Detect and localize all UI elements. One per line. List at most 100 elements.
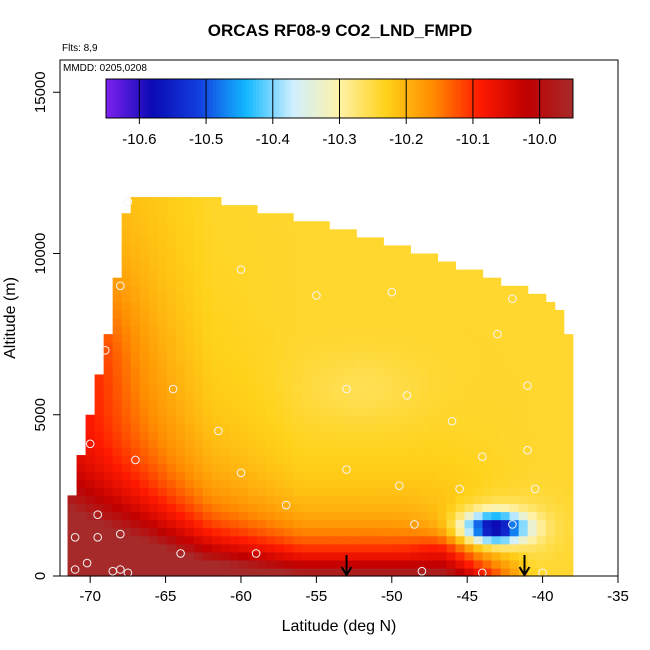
heatmap-cell: [202, 406, 213, 416]
heatmap-cell: [157, 269, 168, 279]
heatmap-cell: [338, 495, 348, 505]
heatmap-cell: [527, 479, 538, 488]
heatmap-cell: [374, 309, 384, 319]
colorbar-swatch: [456, 79, 461, 118]
heatmap-cell: [518, 543, 529, 553]
heatmap-cell: [545, 358, 556, 367]
heatmap-cell: [320, 495, 330, 505]
heatmap-cell: [94, 430, 105, 440]
heatmap-cell: [365, 438, 375, 448]
heatmap-cell: [365, 559, 375, 569]
colorbar-swatch: [352, 79, 357, 118]
heatmap-cell: [157, 551, 168, 561]
heatmap-cell: [464, 301, 475, 311]
heatmap-cell: [410, 269, 420, 279]
heatmap-cell: [112, 503, 123, 513]
heatmap-cell: [166, 342, 177, 351]
heatmap-cell: [491, 495, 502, 505]
heatmap-cell: [229, 438, 240, 448]
heatmap-cell: [275, 334, 285, 343]
heatmap-cell: [311, 430, 321, 440]
heatmap-cell: [247, 358, 258, 367]
heatmap-cell: [293, 261, 303, 271]
heatmap-cell: [482, 358, 493, 367]
heatmap-cell: [455, 398, 466, 408]
heatmap-cell: [338, 471, 348, 480]
heatmap-cell: [139, 261, 150, 271]
heatmap-cell: [320, 309, 330, 319]
heatmap-cell: [509, 350, 520, 359]
heatmap-cell: [266, 245, 276, 255]
heatmap-cell: [563, 414, 574, 424]
heatmap-cell: [202, 301, 213, 311]
heatmap-cell: [473, 551, 484, 561]
heatmap-cell: [500, 398, 511, 408]
heatmap-cell: [121, 422, 132, 432]
heatmap-cell: [284, 414, 294, 424]
heatmap-cell: [238, 511, 249, 521]
heatmap-cell: [383, 261, 393, 271]
heatmap-cell: [419, 535, 430, 545]
colorbar-swatch: [502, 79, 507, 118]
heatmap-cell: [284, 277, 294, 287]
heatmap-cell: [293, 358, 303, 367]
heatmap-cell: [166, 197, 177, 206]
heatmap-cell: [320, 479, 330, 488]
heatmap-cell: [374, 326, 384, 335]
heatmap-cell: [284, 285, 294, 295]
heatmap-cell: [329, 358, 339, 367]
heatmap-cell: [257, 390, 267, 400]
heatmap-cell: [257, 511, 267, 521]
heatmap-cell: [275, 301, 285, 311]
heatmap-cell: [329, 479, 339, 488]
colorbar-swatch: [369, 79, 374, 118]
heatmap-cell: [284, 519, 294, 529]
colorbar-swatch: [152, 79, 157, 118]
heatmap-cell: [482, 318, 493, 327]
heatmap-cell: [130, 334, 141, 343]
heatmap-cell: [211, 366, 222, 376]
heatmap-cell: [392, 398, 402, 408]
heatmap-cell: [184, 487, 195, 496]
heatmap-cell: [157, 293, 168, 303]
heatmap-cell: [121, 471, 132, 480]
heatmap-cell: [356, 511, 366, 521]
heatmap-cell: [320, 221, 330, 230]
heatmap-cell: [148, 342, 159, 351]
heatmap-cell: [401, 350, 411, 359]
heatmap-cell: [121, 261, 132, 271]
heatmap-cell: [193, 447, 204, 456]
heatmap-cell: [211, 293, 222, 303]
heatmap-cell: [275, 511, 285, 521]
heatmap-cell: [229, 511, 240, 521]
heatmap-cell: [184, 382, 195, 392]
heatmap-cell: [464, 350, 475, 359]
heatmap-cell: [238, 447, 249, 456]
heatmap-cell: [193, 382, 204, 392]
heatmap-cell: [419, 309, 430, 319]
heatmap-cell: [76, 559, 87, 569]
heatmap-cell: [509, 430, 520, 440]
heatmap-cell: [545, 374, 556, 384]
heatmap-cell: [275, 430, 285, 440]
heatmap-cell: [383, 398, 393, 408]
heatmap-cell: [85, 438, 96, 448]
heatmap-cell: [121, 535, 132, 545]
heatmap-cell: [374, 567, 384, 577]
heatmap-cell: [266, 358, 276, 367]
heatmap-cell: [302, 309, 312, 319]
heatmap-cell: [257, 374, 267, 384]
heatmap-cell: [311, 269, 321, 279]
heatmap-cell: [175, 205, 186, 214]
heatmap-cell: [491, 366, 502, 376]
heatmap-cell: [356, 374, 366, 384]
colorbar-swatch: [312, 79, 317, 118]
heatmap-cell: [401, 511, 411, 521]
colorbar-swatch: [526, 79, 531, 118]
heatmap-cell: [410, 261, 420, 271]
heatmap-cell: [347, 455, 357, 464]
heatmap-cell: [320, 253, 330, 263]
heatmap-cell: [383, 422, 393, 432]
heatmap-cell: [202, 350, 213, 359]
heatmap-cell: [410, 366, 420, 376]
